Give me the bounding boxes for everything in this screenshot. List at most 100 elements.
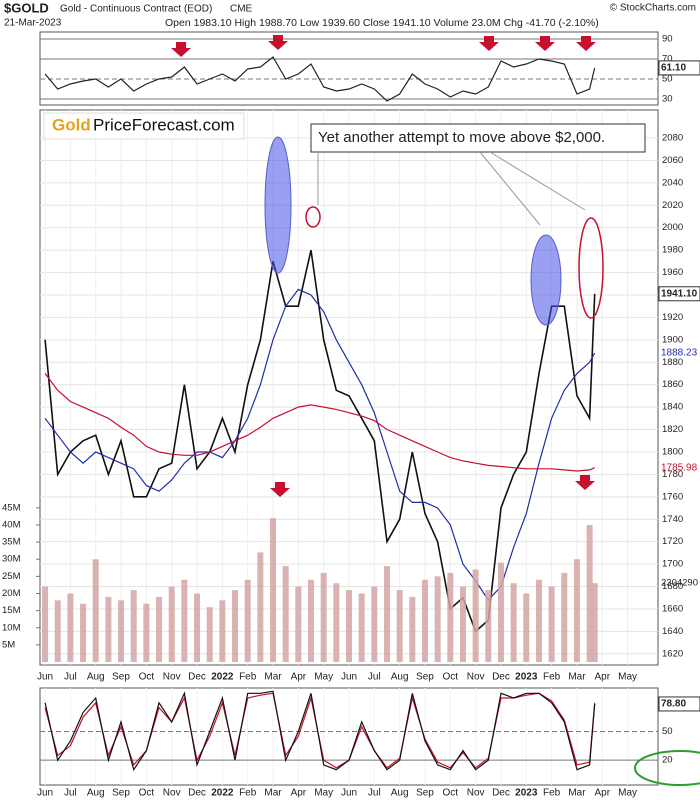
arrow bbox=[479, 36, 499, 51]
x-tick-label: Jun bbox=[37, 672, 53, 683]
x-tick-label: Mar bbox=[264, 788, 282, 799]
y-tick-label: 1620 bbox=[662, 648, 683, 659]
volume-bar bbox=[232, 590, 239, 662]
volume-bar bbox=[472, 569, 479, 662]
x-tick-label: Feb bbox=[239, 788, 257, 799]
volume-bar bbox=[320, 572, 327, 662]
x-tick-label: Sep bbox=[112, 672, 130, 683]
date: 21-Mar-2023 bbox=[4, 18, 62, 29]
volume-bar bbox=[421, 579, 428, 662]
x-tick-label: 2023 bbox=[515, 788, 538, 799]
y-tick-label: 1760 bbox=[662, 491, 683, 502]
series-line bbox=[44, 250, 596, 633]
x-tick-label: 2022 bbox=[211, 672, 234, 683]
y-tick-label: 1880 bbox=[662, 357, 683, 368]
x-tick-label: Jun bbox=[341, 788, 357, 799]
volume-bar bbox=[168, 586, 175, 662]
arrow bbox=[576, 36, 596, 51]
highlight-ellipse bbox=[578, 217, 604, 319]
annotation-box bbox=[310, 123, 646, 153]
series-line bbox=[44, 288, 596, 601]
x-tick-label: Oct bbox=[139, 788, 155, 799]
y-tick-label: 1660 bbox=[662, 603, 683, 614]
y-tick-label: 50 bbox=[662, 74, 673, 85]
volume-bar bbox=[346, 590, 352, 662]
y-tick-label: 35M bbox=[2, 537, 21, 548]
last-value-label: 78.80 bbox=[661, 699, 686, 710]
x-tick-label: Jul bbox=[368, 672, 381, 683]
callouts bbox=[264, 136, 700, 786]
x-tick-label: Nov bbox=[467, 672, 485, 683]
volume-bar bbox=[80, 603, 87, 662]
y-tick-label: 1860 bbox=[662, 379, 683, 390]
y-tick-label: 15M bbox=[2, 605, 21, 616]
logo-rest: PriceForecast.com bbox=[93, 115, 235, 134]
y-tick-label: 1960 bbox=[662, 267, 683, 278]
arrow bbox=[171, 42, 191, 57]
arrow bbox=[535, 36, 555, 51]
stats: Open 1983.10 High 1988.70 Low 1939.60 Cl… bbox=[165, 17, 599, 29]
y-tick-label: 2020 bbox=[662, 200, 683, 211]
x-tick-label: Jun bbox=[341, 672, 357, 683]
x-tick-label: Dec bbox=[492, 672, 510, 683]
last-value-box bbox=[658, 60, 700, 76]
exchange: CME bbox=[230, 4, 253, 15]
volume-bar bbox=[535, 579, 542, 662]
volume-bar bbox=[586, 524, 593, 662]
volume-bar bbox=[206, 607, 213, 662]
y-tick-label: 90 bbox=[662, 34, 673, 45]
x-tick-label: Nov bbox=[467, 788, 485, 799]
y-tick-label: 1780 bbox=[662, 469, 683, 480]
arrow bbox=[270, 482, 290, 497]
x-tick-label: Oct bbox=[443, 788, 459, 799]
x-tick-label: Jun bbox=[37, 788, 53, 799]
logo-gold: Gold bbox=[52, 115, 91, 134]
volume-bar bbox=[42, 586, 49, 662]
x-tick-label: Aug bbox=[87, 672, 105, 683]
highlight-ellipse bbox=[634, 750, 700, 786]
logo-box bbox=[43, 112, 245, 140]
volume-bar bbox=[497, 562, 504, 662]
x-tick-label: Dec bbox=[188, 788, 206, 799]
annotation: Yet another attempt to move above $2,000… bbox=[318, 129, 605, 146]
volume-bar bbox=[573, 559, 580, 662]
volume-bar bbox=[219, 600, 226, 662]
y-tick-label: 30 bbox=[662, 94, 673, 105]
volume-bar bbox=[333, 583, 340, 662]
x-tick-label: Apr bbox=[594, 788, 610, 799]
last-value-label: 1785.98 bbox=[661, 462, 698, 473]
y-tick-label: 1680 bbox=[662, 581, 683, 592]
y-tick-label: 1840 bbox=[662, 402, 683, 413]
x-tick-label: Aug bbox=[391, 672, 409, 683]
y-tick-label: 1800 bbox=[662, 446, 683, 457]
y-tick-label: 2040 bbox=[662, 177, 683, 188]
x-tick-label: Apr bbox=[291, 788, 307, 799]
volume-bar bbox=[459, 586, 466, 662]
volume-bar bbox=[143, 603, 150, 662]
y-tick-label: 25M bbox=[2, 571, 21, 582]
volume-bar bbox=[194, 593, 201, 662]
highlight-ellipse bbox=[530, 234, 562, 326]
volume-bar bbox=[130, 590, 137, 662]
volume-bar bbox=[118, 600, 125, 662]
volume-bar bbox=[510, 583, 517, 662]
x-tick-label: Apr bbox=[291, 672, 307, 683]
volume-bar bbox=[181, 579, 188, 662]
y-tick-label: 2060 bbox=[662, 155, 683, 166]
x-tick-label: Feb bbox=[543, 788, 561, 799]
volume-bar bbox=[548, 586, 555, 662]
volume-bar bbox=[591, 583, 598, 662]
volume-last-label: 2304290 bbox=[661, 578, 698, 589]
x-tick-label: Jul bbox=[368, 788, 381, 799]
y-tick-label: 30M bbox=[2, 554, 21, 565]
volume-bar bbox=[447, 572, 454, 662]
volume-bar bbox=[561, 572, 568, 662]
y-tick-label: 2080 bbox=[662, 133, 683, 144]
volume-bar bbox=[270, 518, 277, 662]
x-tick-label: Feb bbox=[543, 672, 561, 683]
x-tick-label: May bbox=[618, 672, 637, 683]
y-tick-label: 1740 bbox=[662, 514, 683, 525]
volume-bar bbox=[485, 590, 492, 662]
y-tick-label: 50 bbox=[662, 726, 673, 737]
x-tick-label: Nov bbox=[163, 672, 181, 683]
